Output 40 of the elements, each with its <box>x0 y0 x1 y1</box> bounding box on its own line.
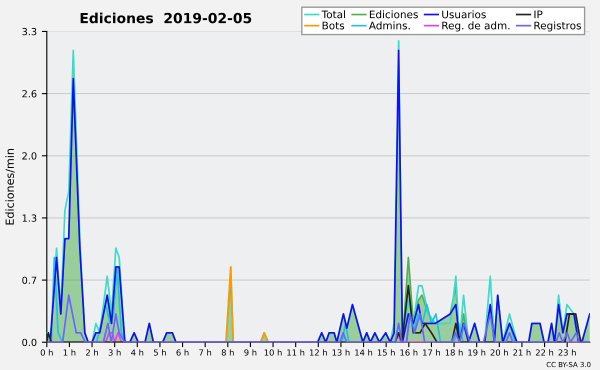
x-tick-label: 18 h <box>446 349 463 356</box>
x-tick-label: 16 h <box>400 349 418 356</box>
y-axis-title: Ediciones/min <box>5 149 15 225</box>
legend-label: Registros <box>534 21 581 32</box>
x-tick-label: 20 h <box>490 349 508 356</box>
x-tick-label: 23 h <box>558 349 576 356</box>
x-tick-label: 15 h <box>378 349 395 356</box>
legend-label: Total <box>322 10 345 18</box>
x-tick-label: 6 h <box>176 349 188 356</box>
legend-label: Reg. de adm. <box>442 21 510 32</box>
x-tick-label: 0 h <box>40 349 53 356</box>
y-tick-label: 2.6 <box>22 90 36 98</box>
x-tick-label: 14 h <box>355 349 372 356</box>
y-tick-label: 2.0 <box>22 152 36 160</box>
y-tick-label: 3.3 <box>22 28 36 36</box>
x-tick-label: 5 h <box>154 349 166 356</box>
x-tick-label: 2 h <box>86 349 98 356</box>
legend-label: Admins. <box>368 21 410 30</box>
x-tick-label: 8 h <box>222 349 234 356</box>
x-tick-label: 7 h <box>199 349 212 356</box>
legend-label: Bots <box>322 22 344 30</box>
chart-title: Ediciones 2019-02-05 <box>80 12 252 24</box>
x-tick-label: 9 h <box>244 349 256 356</box>
x-tick-label: 22 h <box>536 349 554 356</box>
x-tick-label: 12 h <box>310 349 327 356</box>
x-tick-label: 21 h <box>513 349 530 356</box>
x-tick-label: 4 h <box>131 349 144 356</box>
x-tick-label: 11 h <box>287 349 304 356</box>
legend-label: Ediciones <box>370 10 418 18</box>
x-tick-label: 3 h <box>108 349 121 356</box>
legend-label: Usuarios <box>442 10 486 18</box>
x-tick-label: 17 h <box>423 349 440 356</box>
x-tick-label: 19 h <box>468 349 486 356</box>
x-tick-label: 10 h <box>264 349 282 356</box>
y-tick-label: 0.0 <box>22 338 36 346</box>
y-tick-label: 1.3 <box>22 214 36 222</box>
x-tick-label: 1 h <box>64 349 76 356</box>
y-tick-label: 0.7 <box>22 276 36 284</box>
x-tick-label: 13 h <box>332 349 350 356</box>
legend-label: IP <box>534 10 542 18</box>
